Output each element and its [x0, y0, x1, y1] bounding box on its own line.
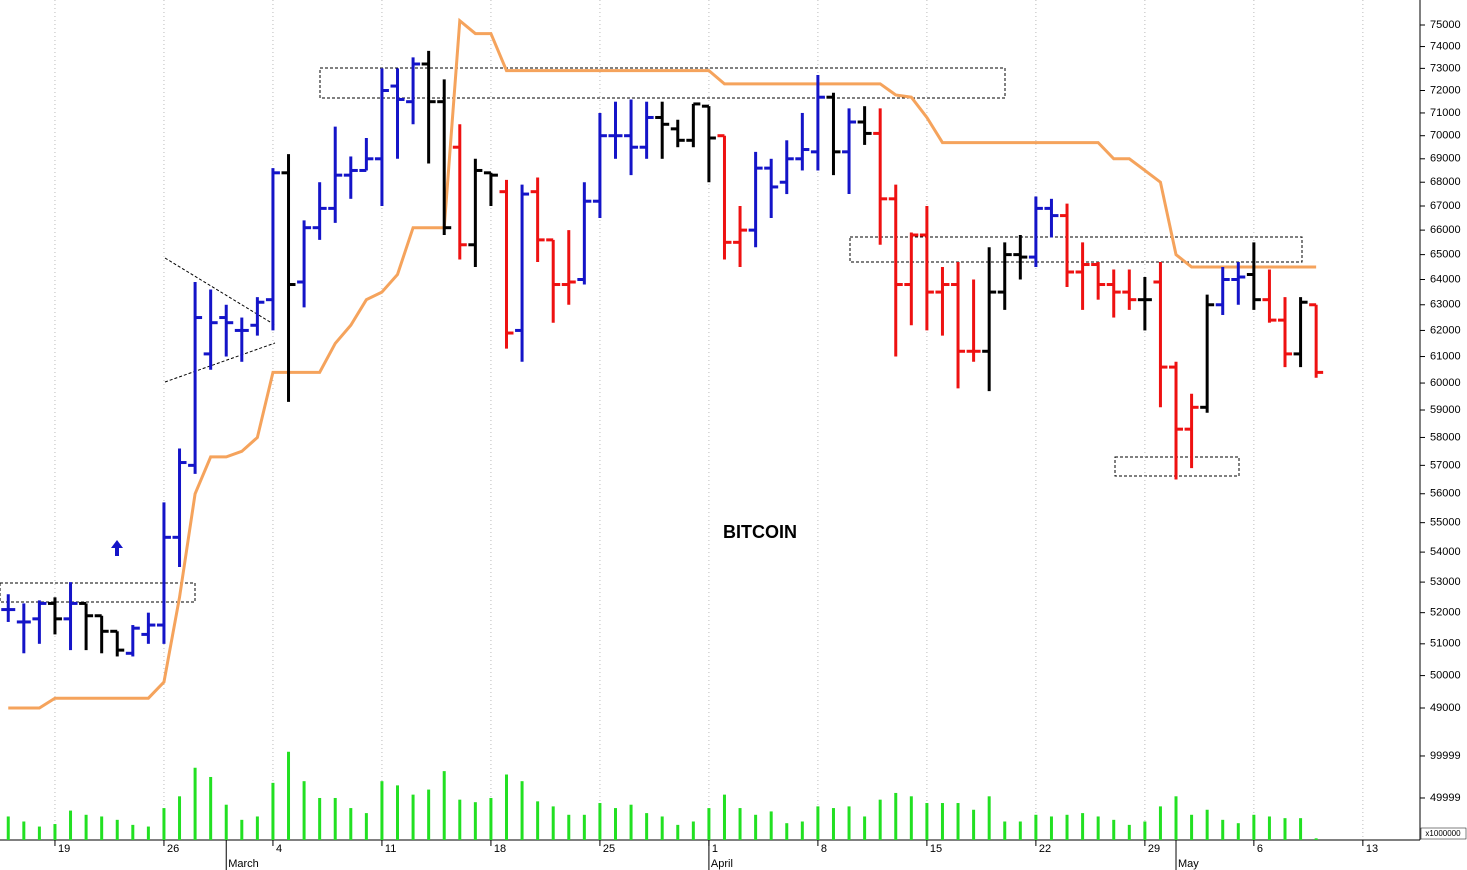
y-tick-label: 58000	[1430, 431, 1461, 443]
y2-tick-label: 49999	[1430, 792, 1461, 804]
y-tick-label: 53000	[1430, 576, 1461, 588]
y-tick-label: 71000	[1430, 107, 1461, 119]
x-tick-label: 26	[167, 843, 179, 855]
x-tick-label: 8	[821, 843, 827, 855]
range-box	[319, 67, 1006, 99]
y-tick-label: 75000	[1430, 19, 1461, 31]
x-tick-label: 19	[58, 843, 70, 855]
range-box	[0, 582, 196, 603]
signal-arrow	[111, 540, 123, 556]
month-label: March	[228, 858, 259, 870]
triangle-line	[164, 342, 276, 383]
x-tick-label: 13	[1366, 843, 1378, 855]
volume-unit: x1000000	[1425, 829, 1461, 838]
y-tick-label: 66000	[1430, 224, 1461, 236]
y-tick-label: 59000	[1430, 404, 1461, 416]
month-label: May	[1178, 858, 1199, 870]
y-tick-label: 74000	[1430, 40, 1461, 52]
y-tick-label: 61000	[1430, 350, 1461, 362]
y2-tick-label: 99999	[1430, 750, 1461, 762]
x-tick-label: 25	[603, 843, 615, 855]
y-tick-label: 73000	[1430, 62, 1461, 74]
y-tick-label: 55000	[1430, 517, 1461, 529]
x-tick-label: 11	[385, 843, 396, 855]
y-tick-label: 56000	[1430, 488, 1461, 500]
y-tick-label: 57000	[1430, 459, 1461, 471]
x-tick-label: 6	[1257, 843, 1263, 855]
trend-line	[8, 17, 1317, 710]
x-tick-label: 29	[1148, 843, 1160, 855]
chart-title: BITCOIN	[723, 522, 797, 542]
unit-box	[1420, 827, 1467, 840]
month-label: April	[711, 858, 733, 870]
y-tick-label: 49000	[1430, 702, 1461, 714]
y-tick-label: 63000	[1430, 299, 1461, 311]
y-tick-label: 69000	[1430, 153, 1461, 165]
x-tick-label: 4	[276, 843, 282, 855]
y-tick-label: 52000	[1430, 607, 1461, 619]
y-tick-label: 67000	[1430, 200, 1461, 212]
y-tick-label: 64000	[1430, 273, 1461, 285]
y-tick-label: 68000	[1430, 176, 1461, 188]
y-tick-label: 72000	[1430, 84, 1461, 96]
x-tick-label: 18	[494, 843, 506, 855]
x-tick-label: 15	[930, 843, 942, 855]
y-tick-label: 51000	[1430, 638, 1461, 650]
x-tick-label: 22	[1039, 843, 1051, 855]
y-tick-label: 62000	[1430, 324, 1461, 336]
x-tick-label: 1	[712, 843, 718, 855]
range-box	[849, 236, 1303, 263]
y-tick-label: 54000	[1430, 546, 1461, 558]
y-tick-label: 70000	[1430, 130, 1461, 142]
y-tick-label: 50000	[1430, 669, 1461, 681]
y-tick-label: 60000	[1430, 377, 1461, 389]
y-tick-label: 65000	[1430, 249, 1461, 261]
